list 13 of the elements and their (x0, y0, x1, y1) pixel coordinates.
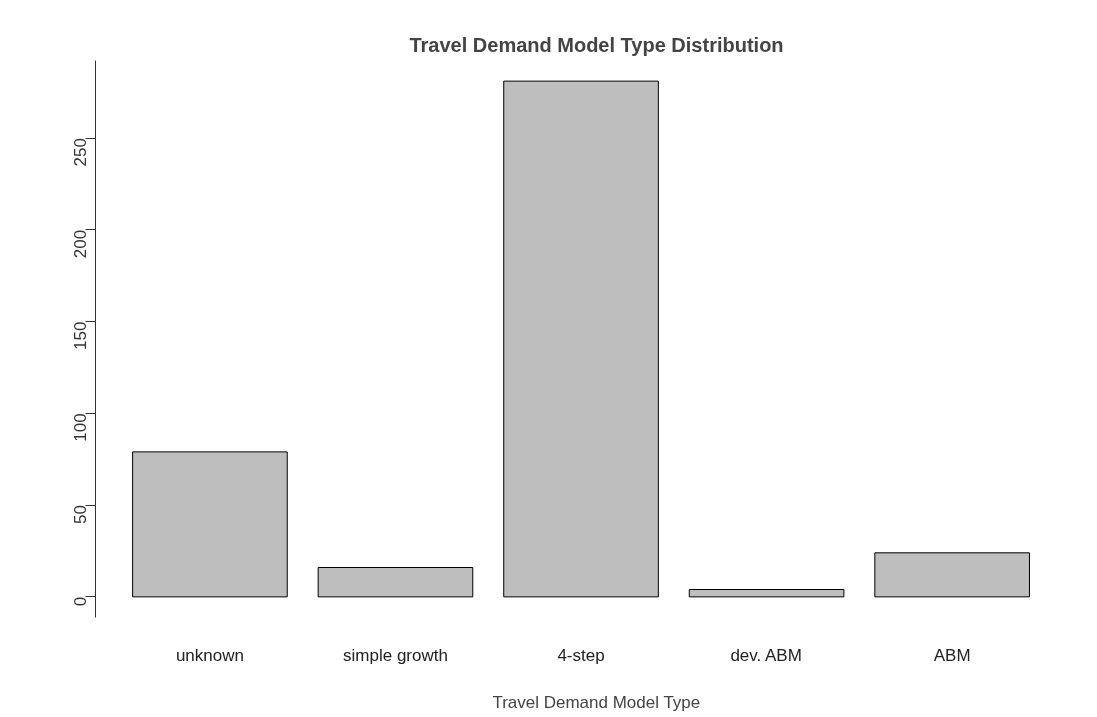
chart-title: Travel Demand Model Type Distribution (409, 33, 784, 56)
y-tick-label: 0 (71, 596, 91, 607)
y-tick-label: 200 (71, 229, 91, 259)
y-tick-label: 150 (71, 321, 91, 350)
x-tick-label: simple growth (343, 645, 448, 665)
y-tick-label: 50 (71, 505, 91, 525)
x-axis-title: Travel Demand Model Type (492, 692, 701, 712)
y-tick-label: 100 (71, 413, 91, 442)
x-tick-label: unknown (175, 645, 244, 665)
x-tick-label: ABM (933, 645, 971, 665)
y-tick-label: 250 (71, 138, 91, 167)
x-tick-label: 4-step (557, 645, 605, 665)
x-tick-label: dev. ABM (730, 645, 802, 665)
